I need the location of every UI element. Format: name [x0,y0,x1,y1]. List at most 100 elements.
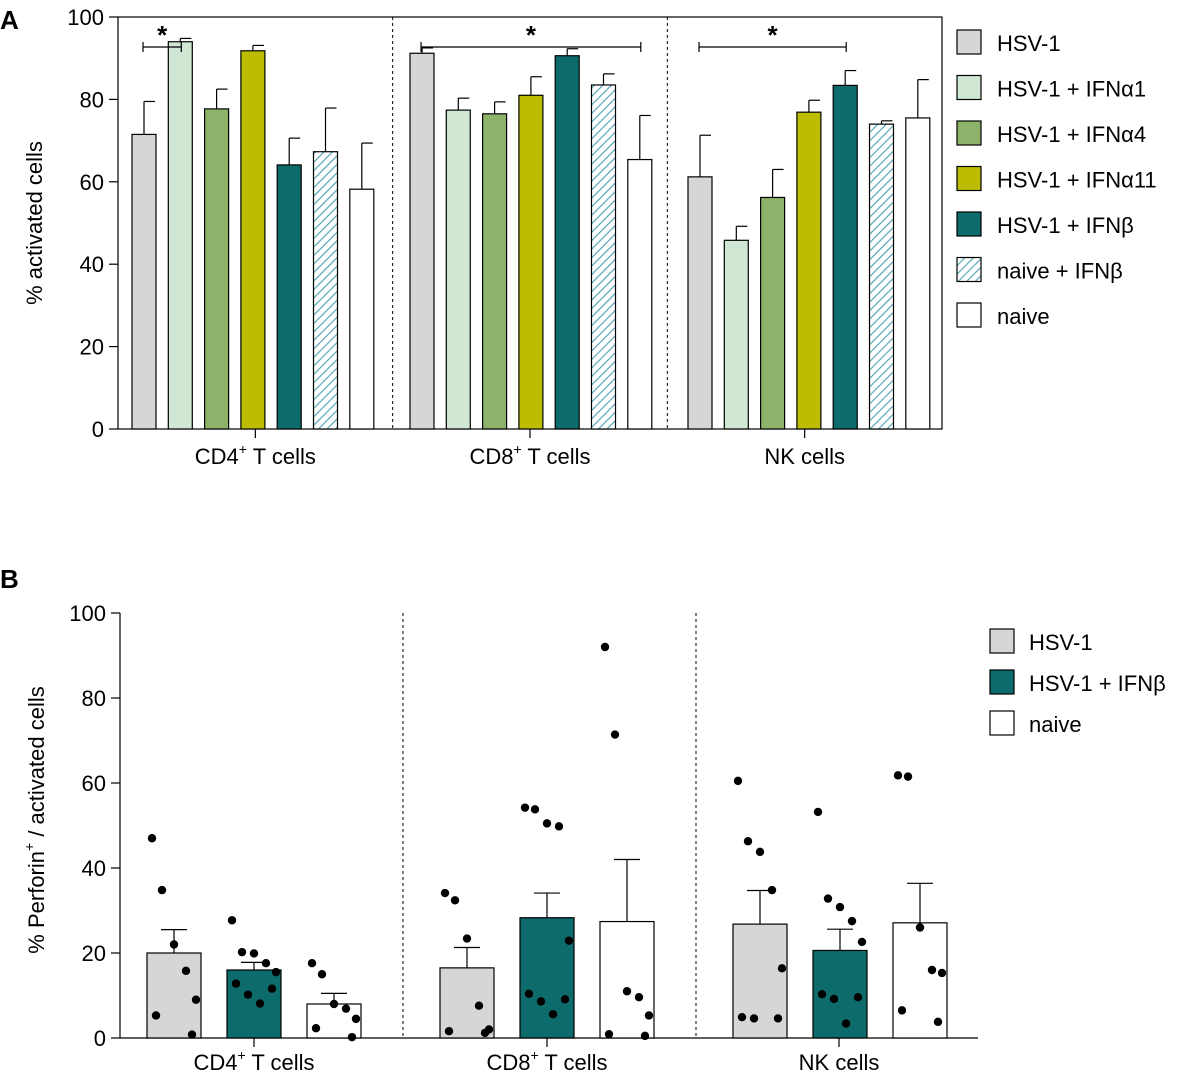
data-point [347,1032,357,1042]
bar [276,164,302,430]
bar [439,967,495,1039]
data-point [755,847,765,857]
legend-label: HSV-1 [1029,630,1093,655]
bar [519,917,575,1039]
data-point [610,730,620,739]
data-point [893,771,903,780]
data-point [255,999,265,1008]
bar [409,52,435,430]
data-point [737,1012,747,1022]
legend-swatch [989,628,1015,654]
data-point [237,947,247,957]
y-tick-label: 80 [80,87,104,112]
data-point [151,1011,161,1020]
legend-label: naive + IFNβ [997,259,1123,284]
y-axis-label: % Perforin+ / activated cells [21,686,49,953]
data-point [847,916,857,926]
y-tick-label: 80 [82,686,106,711]
bar [518,94,544,430]
data-point [733,776,743,786]
data-point [823,894,833,903]
bar [445,109,471,430]
y-tick-label: 100 [69,601,106,626]
y-tick-label: 60 [80,170,104,195]
panel-a: A 0 20 40 60 80 100 % activated cells CD4+ T cel… [0,5,1157,469]
data-point [915,923,925,932]
data-point [927,965,937,975]
data-point [243,990,253,999]
legend-swatch [956,120,982,146]
data-point [933,1017,943,1027]
legend-swatch [956,302,982,328]
data-point [835,902,845,912]
data-point [271,967,281,977]
bar [905,117,931,430]
data-point [351,1014,361,1024]
legend-swatch [989,710,1015,736]
data-point [817,990,827,999]
data-point [480,1028,490,1038]
x-tick-label: CD4+ T cells [195,441,316,469]
bar [240,50,266,430]
data-point [530,805,540,814]
bar [832,84,858,430]
data-point [767,885,777,895]
data-point [634,993,644,1002]
data-point [524,989,534,998]
legend-swatch [956,74,982,101]
data-point [777,964,787,973]
y-tick-label: 20 [82,941,106,966]
data-point [743,837,753,846]
data-point [474,1001,484,1010]
data-point [548,1010,558,1019]
legend-label: naive [1029,712,1082,737]
legend-swatch [956,211,982,237]
x-tick-label: CD8+ T cells [469,441,590,469]
y-tick-label: 40 [80,252,104,277]
data-point [267,984,277,993]
data-point [440,888,450,898]
legend-label: HSV-1 + IFNα4 [997,122,1146,147]
data-point [853,993,863,1002]
y-tick-label: 60 [82,771,106,796]
bar [146,952,202,1039]
legend-swatch [989,669,1015,695]
x-tick-label: CD4+ T cells [193,1047,314,1074]
y-tick-label: 0 [92,417,104,442]
y-tick-label: 0 [94,1026,106,1051]
data-point [640,1031,650,1041]
data-point [600,642,610,652]
data-point [169,940,179,949]
bar [131,133,157,430]
data-point [841,1019,851,1028]
data-point [604,1029,614,1039]
legend-swatch [956,29,982,55]
bar [167,41,193,430]
bar [599,920,655,1039]
bar [627,158,653,430]
bar [554,55,580,430]
x-tick-label: CD8+ T cells [486,1047,607,1074]
panel-b: B 0 20 40 60 80 100 % Perforin+ / activated cel… [0,564,1166,1074]
data-point [773,1014,783,1023]
bar [868,123,895,430]
x-tick-label: NK cells [764,444,845,469]
data-point [829,994,839,1004]
data-point [181,966,191,976]
y-axis-label: % activated cells [22,141,47,305]
data-point [560,995,570,1004]
data-point [444,1027,454,1036]
data-point [147,834,157,843]
legend-swatch [956,165,982,192]
data-point [542,819,552,828]
data-point [307,959,317,968]
data-point [644,1011,654,1020]
data-point [937,968,947,978]
data-point [857,937,867,947]
bar [723,239,749,430]
x-tick-label: NK cells [799,1050,880,1074]
legend-label: HSV-1 + IFNα1 [997,77,1146,102]
data-point [191,995,201,1004]
data-point [564,936,574,945]
data-point [520,803,530,812]
